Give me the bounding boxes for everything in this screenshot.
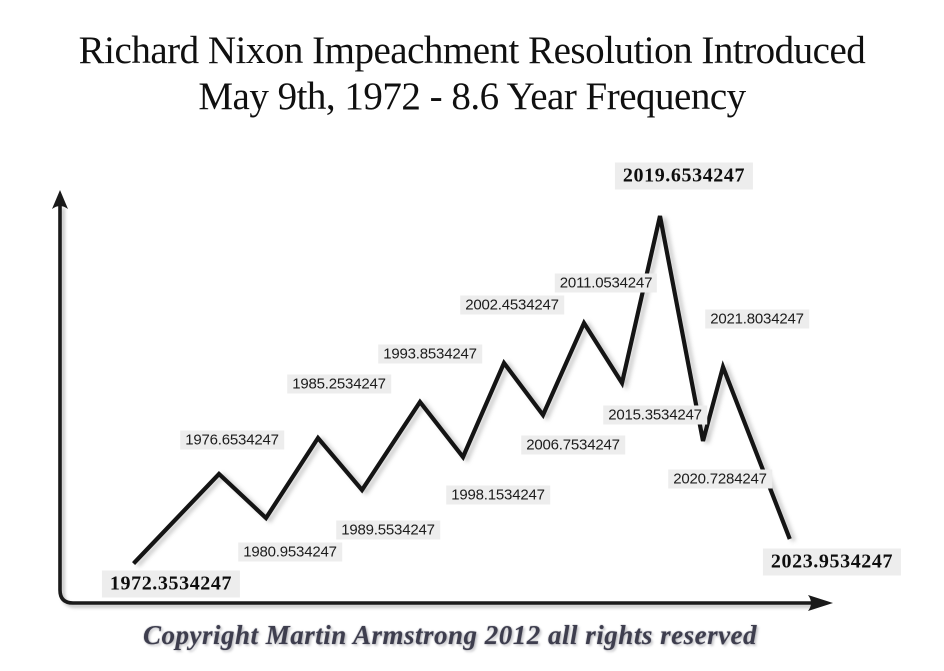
y-axis-arrow-icon [52, 190, 68, 209]
cycle-point-label-1972.3534247: 1972.3534247 [101, 570, 241, 598]
cycle-point-label-2002.4534247: 2002.4534247 [460, 295, 564, 315]
cycle-point-label-1985.2534247: 1985.2534247 [287, 374, 391, 394]
copyright-text: Copyright Martin Armstrong 2012 all righ… [142, 620, 758, 650]
cycle-point-label-2015.3534247: 2015.3534247 [603, 405, 707, 425]
cycle-point-label-2020.7284247: 2020.7284247 [668, 469, 772, 489]
axes-line [58, 205, 811, 605]
cycle-point-label-1989.5534247: 1989.5534247 [336, 520, 440, 540]
cycle-point-label-1993.8534247: 1993.8534247 [378, 344, 482, 364]
cycle-point-label-2021.8034247: 2021.8034247 [705, 309, 809, 329]
cycle-line [132, 215, 792, 565]
cycle-point-label-1998.1534247: 1998.1534247 [446, 485, 550, 505]
cycle-point-label-2019.6534247: 2019.6534247 [614, 162, 754, 190]
x-axis-arrow-icon [808, 595, 833, 611]
cycle-point-label-2011.0534247: 2011.0534247 [554, 273, 658, 293]
cycle-point-label-2006.7534247: 2006.7534247 [521, 435, 625, 455]
cycle-point-label-1976.6534247: 1976.6534247 [180, 430, 284, 450]
chart-title: Richard Nixon Impeachment Resolution Int… [0, 28, 944, 120]
cycle-point-label-2023.9534247: 2023.9534247 [762, 548, 902, 576]
chart-title-line1: Richard Nixon Impeachment Resolution Int… [78, 29, 866, 72]
chart-title-line2: May 9th, 1972 - 8.6 Year Frequency [198, 75, 746, 118]
cycle-point-label-1980.9534247: 1980.9534247 [238, 542, 342, 562]
